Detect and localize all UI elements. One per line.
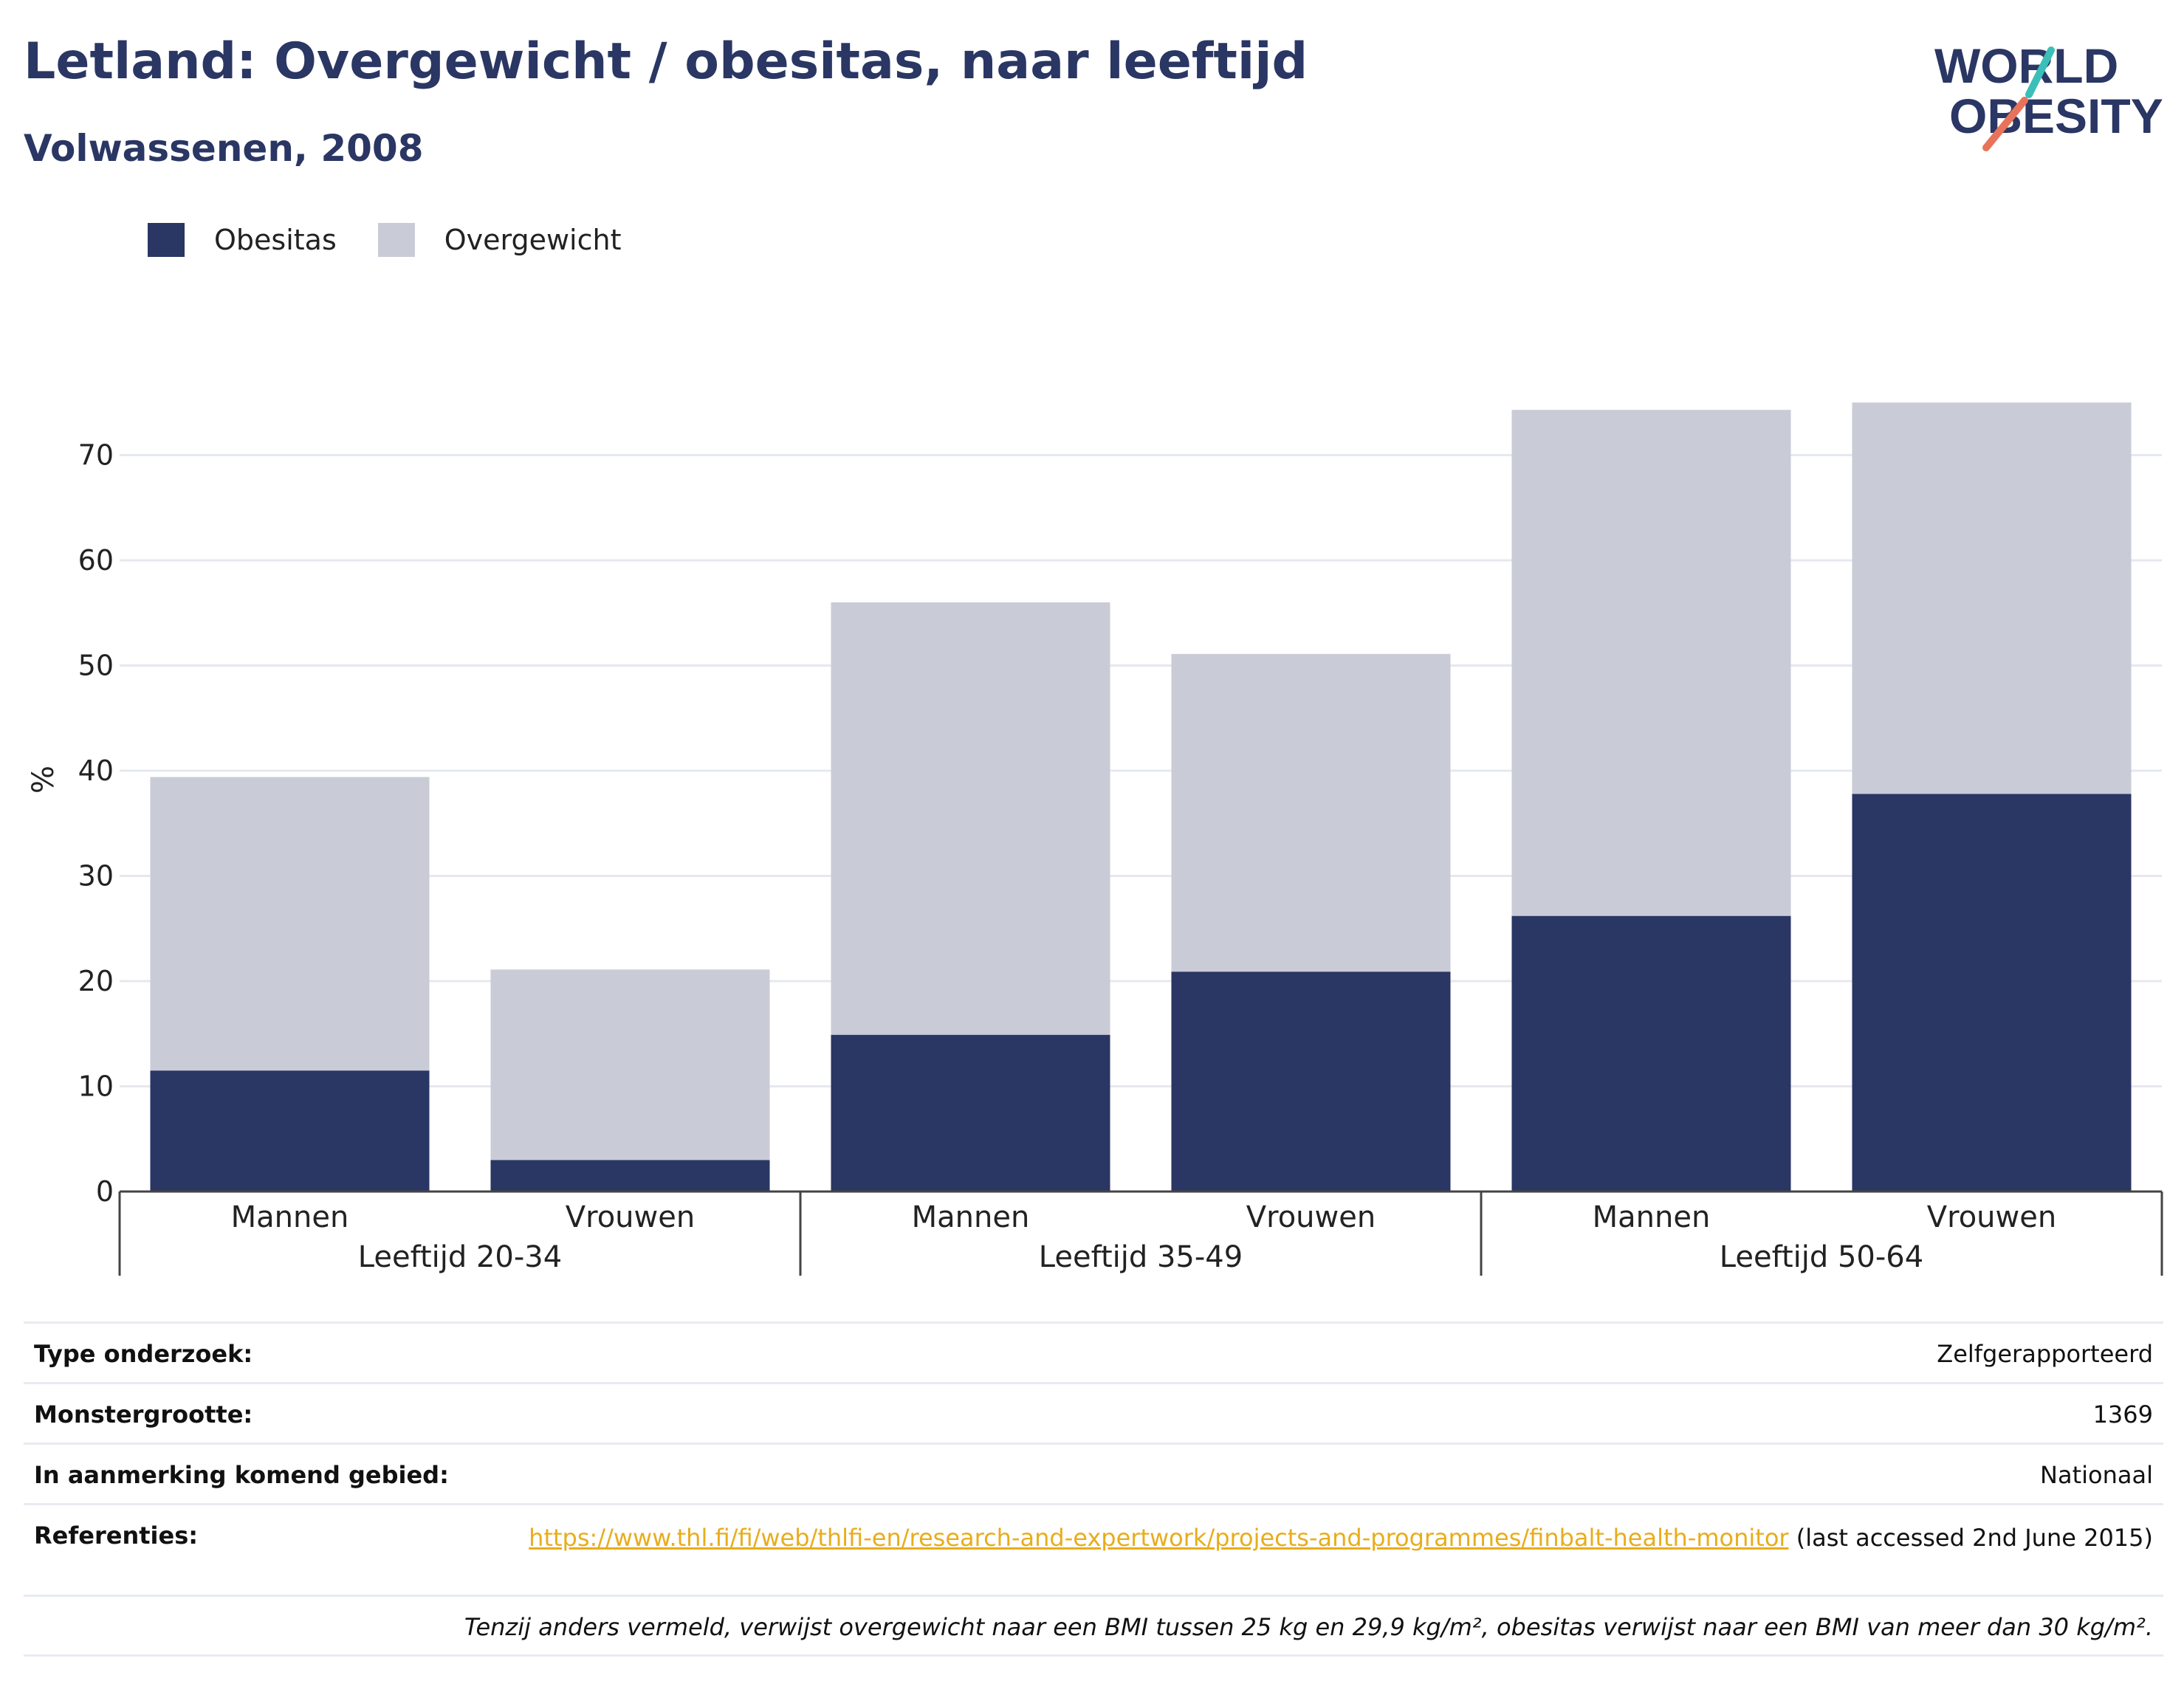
meta-val-references: https://www.thl.fi/fi/web/thlfi-en/resea… <box>529 1522 2153 1554</box>
logo-slash-bottom <box>1982 97 2028 151</box>
y-tick-label: 70 <box>78 439 114 472</box>
footnote: Tenzij anders vermeld, verwijst overgewi… <box>464 1613 2153 1641</box>
bar-obesitas-1 <box>490 1160 770 1192</box>
x-category-label: Vrouwen <box>1246 1200 1376 1234</box>
x-category-label: Vrouwen <box>1927 1200 2056 1234</box>
meta-row-references: Referenties: https://www.thl.fi/fi/web/t… <box>24 1503 2163 1595</box>
bar-overgewicht-0 <box>150 777 430 1071</box>
legend-label-obesitas: Obesitas <box>214 224 337 256</box>
legend-label-overgewicht: Overgewicht <box>444 224 622 256</box>
meta-key-area: In aanmerking komend gebied: <box>34 1461 449 1489</box>
reference-link[interactable]: https://www.thl.fi/fi/web/thlfi-en/resea… <box>529 1524 1789 1552</box>
reference-suffix: (last accessed 2nd June 2015) <box>1788 1524 2153 1552</box>
meta-row-sample-size: Monstergrootte: 1369 <box>24 1382 2163 1443</box>
bar-obesitas-3 <box>1171 972 1451 1192</box>
legend-item-overgewicht[interactable]: Overgewicht <box>377 223 622 257</box>
meta-row-note: Tenzij anders vermeld, verwijst overgewi… <box>24 1595 2163 1657</box>
meta-key-references: Referenties: <box>34 1522 199 1550</box>
bar-obesitas-2 <box>831 1034 1110 1192</box>
meta-val-area: Nationaal <box>2040 1461 2153 1489</box>
y-tick-label: 60 <box>78 544 114 577</box>
x-group-label: Leeftijd 50-64 <box>1720 1240 1923 1274</box>
bar-overgewicht-2 <box>831 602 1110 1035</box>
logo-line-2: OBESITY <box>1949 89 2163 143</box>
x-group-label: Leeftijd 20-34 <box>358 1240 562 1274</box>
bar-overgewicht-5 <box>1852 402 2132 794</box>
legend-swatch-overgewicht <box>377 223 415 257</box>
chart-title: Letland: Overgewicht / obesitas, naar le… <box>24 32 1308 91</box>
metadata-table: Type onderzoek: Zelfgerapporteerd Monste… <box>24 1321 2163 1657</box>
y-tick-label: 10 <box>78 1070 114 1103</box>
meta-row-area: In aanmerking komend gebied: Nationaal <box>24 1443 2163 1503</box>
y-tick-label: 20 <box>78 965 114 997</box>
x-category-label: Mannen <box>912 1200 1030 1234</box>
meta-val-survey-type: Zelfgerapporteerd <box>1937 1340 2153 1368</box>
bar-overgewicht-3 <box>1171 653 1451 972</box>
meta-val-sample-size: 1369 <box>2092 1400 2153 1428</box>
meta-row-survey-type: Type onderzoek: Zelfgerapporteerd <box>24 1321 2163 1382</box>
y-tick-label: 30 <box>78 860 114 893</box>
x-group-label: Leeftijd 35-49 <box>1039 1240 1243 1274</box>
legend-item-obesitas[interactable]: Obesitas <box>148 223 337 257</box>
bar-chart: 0 10 20 30 40 50 60 70% Mannen Vrouwen Mannen Vrouw… <box>27 402 2163 1276</box>
y-tick-label: 50 <box>78 650 114 682</box>
bar-overgewicht-4 <box>1511 410 1791 916</box>
world-obesity-logo: WORLD OBESITY <box>1934 38 2163 151</box>
logo-line-1: WORLD <box>1934 38 2118 93</box>
bar-obesitas-0 <box>150 1070 430 1192</box>
bar-overgewicht-1 <box>490 969 770 1161</box>
meta-key-sample-size: Monstergrootte: <box>34 1400 253 1428</box>
x-category-label: Vrouwen <box>566 1200 695 1234</box>
meta-key-survey-type: Type onderzoek: <box>34 1340 253 1368</box>
legend: Obesitas Overgewicht <box>148 220 663 260</box>
bar-obesitas-5 <box>1852 794 2132 1192</box>
y-axis-label: % <box>27 766 61 794</box>
bar-obesitas-4 <box>1511 915 1791 1192</box>
legend-swatch-obesitas <box>148 223 185 257</box>
chart-subtitle: Volwassenen, 2008 <box>24 127 424 170</box>
x-category-label: Mannen <box>231 1200 349 1234</box>
x-category-label: Mannen <box>1593 1200 1711 1234</box>
y-tick-label: 0 <box>96 1175 114 1208</box>
logo-slash-top <box>2025 47 2055 98</box>
y-tick-label: 40 <box>78 754 114 787</box>
